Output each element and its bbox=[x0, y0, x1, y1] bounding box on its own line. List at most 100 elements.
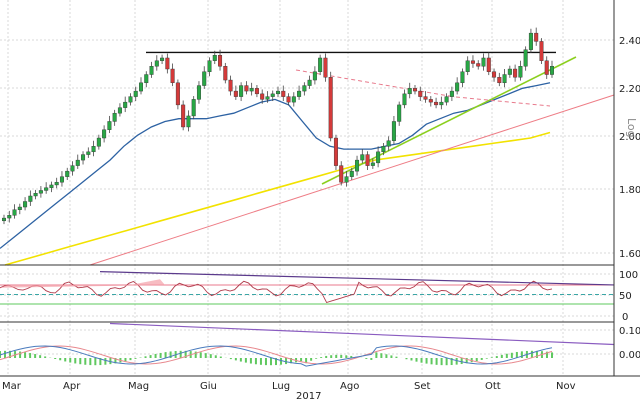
y-tick-label: 2.00 bbox=[619, 132, 640, 143]
x-tick-label: Mag bbox=[128, 381, 149, 392]
candle-body bbox=[202, 71, 207, 86]
histogram-bar bbox=[269, 358, 272, 366]
histogram-bar bbox=[264, 358, 267, 366]
candle-body bbox=[439, 101, 444, 106]
candle-body bbox=[486, 57, 491, 72]
candle-body bbox=[539, 41, 544, 61]
histogram-bar bbox=[490, 357, 493, 358]
histogram-bar bbox=[305, 358, 308, 364]
candle-body bbox=[154, 60, 159, 67]
histogram-bar bbox=[460, 358, 463, 365]
histogram-bar bbox=[410, 358, 413, 361]
histogram-bar bbox=[495, 356, 498, 358]
candle-body bbox=[355, 159, 360, 172]
histogram-bar bbox=[194, 351, 197, 358]
candle-body bbox=[165, 57, 170, 70]
histogram-bar bbox=[59, 358, 62, 361]
candle-body bbox=[413, 88, 418, 92]
candle-body bbox=[534, 32, 539, 42]
histogram-bar bbox=[154, 353, 157, 358]
histogram-bar bbox=[385, 354, 388, 358]
candle-body bbox=[17, 206, 22, 210]
histogram-bar bbox=[89, 358, 92, 366]
histogram-bar bbox=[129, 358, 132, 361]
candle-body bbox=[407, 88, 412, 95]
y-tick-label: 50 bbox=[619, 291, 632, 302]
histogram-bar bbox=[44, 356, 47, 358]
candle-body bbox=[207, 60, 212, 72]
candle-body bbox=[81, 154, 86, 161]
candle-body bbox=[544, 60, 549, 75]
candle-body bbox=[181, 104, 186, 128]
x-tick-label: Ott bbox=[485, 381, 501, 392]
candle-body bbox=[307, 79, 312, 86]
uptrend-line bbox=[321, 56, 577, 185]
candle-body bbox=[44, 187, 49, 191]
y-tick-label: 0 bbox=[622, 312, 628, 323]
y-tick-label: 2.20 bbox=[619, 84, 640, 95]
histogram-bar bbox=[315, 358, 318, 359]
histogram-bar bbox=[214, 355, 217, 358]
histogram-bar bbox=[234, 358, 237, 361]
histogram-bar bbox=[39, 355, 42, 358]
histogram-bar bbox=[445, 358, 448, 366]
candle-body bbox=[133, 90, 138, 97]
candle-body bbox=[386, 140, 391, 147]
candle-body bbox=[402, 93, 407, 106]
candle-body bbox=[260, 93, 265, 100]
candle-body bbox=[218, 55, 223, 67]
candle-body bbox=[91, 146, 96, 153]
histogram-bar bbox=[380, 353, 383, 358]
candle-body bbox=[339, 165, 344, 183]
candle-body bbox=[2, 217, 6, 222]
candle-body bbox=[75, 159, 80, 166]
candle-body bbox=[502, 74, 507, 84]
candle-body bbox=[54, 181, 59, 186]
histogram-bar bbox=[159, 352, 162, 358]
candle-body bbox=[12, 209, 17, 216]
candle-body bbox=[365, 154, 370, 166]
histogram-bar bbox=[280, 358, 283, 365]
candle-body bbox=[376, 151, 381, 164]
histogram-bar bbox=[405, 358, 408, 360]
histogram-bar bbox=[114, 358, 117, 364]
histogram-bar bbox=[275, 358, 277, 366]
histogram-bar bbox=[340, 354, 343, 358]
histogram-bar bbox=[229, 358, 232, 360]
candle-body bbox=[291, 96, 296, 103]
candle-body bbox=[239, 85, 244, 97]
candle-body bbox=[444, 96, 449, 103]
candle-body bbox=[312, 71, 317, 81]
candle-body bbox=[460, 71, 465, 84]
histogram-bar bbox=[370, 358, 373, 360]
candle-body bbox=[281, 90, 286, 97]
histogram-bar bbox=[244, 358, 247, 363]
candle-body bbox=[455, 82, 460, 92]
histogram-bar bbox=[485, 358, 488, 359]
candle-body bbox=[138, 82, 143, 92]
histogram-bar bbox=[109, 358, 112, 365]
histogram-bar bbox=[290, 358, 293, 364]
candle-body bbox=[112, 112, 117, 122]
y-tick-label: 0.10 bbox=[619, 326, 640, 337]
candle-body bbox=[196, 85, 201, 100]
candle-body bbox=[102, 129, 107, 139]
histogram-bar bbox=[390, 355, 393, 358]
candle-body bbox=[86, 151, 91, 155]
candle-body bbox=[212, 55, 217, 61]
candle-body bbox=[117, 107, 122, 114]
candle-body bbox=[170, 68, 175, 84]
candle-body bbox=[123, 101, 128, 108]
candle-body bbox=[149, 66, 154, 75]
x-tick-label: Set bbox=[414, 381, 431, 392]
x-tick-label: Lug bbox=[272, 381, 290, 392]
candle-body bbox=[244, 85, 249, 92]
support-trend-line bbox=[89, 94, 615, 266]
candle-body bbox=[128, 96, 133, 103]
y-tick-label: 100 bbox=[619, 270, 638, 281]
histogram-bar bbox=[199, 352, 202, 358]
candle-body bbox=[476, 63, 481, 67]
candle-body bbox=[418, 90, 423, 97]
histogram-bar bbox=[415, 358, 418, 362]
